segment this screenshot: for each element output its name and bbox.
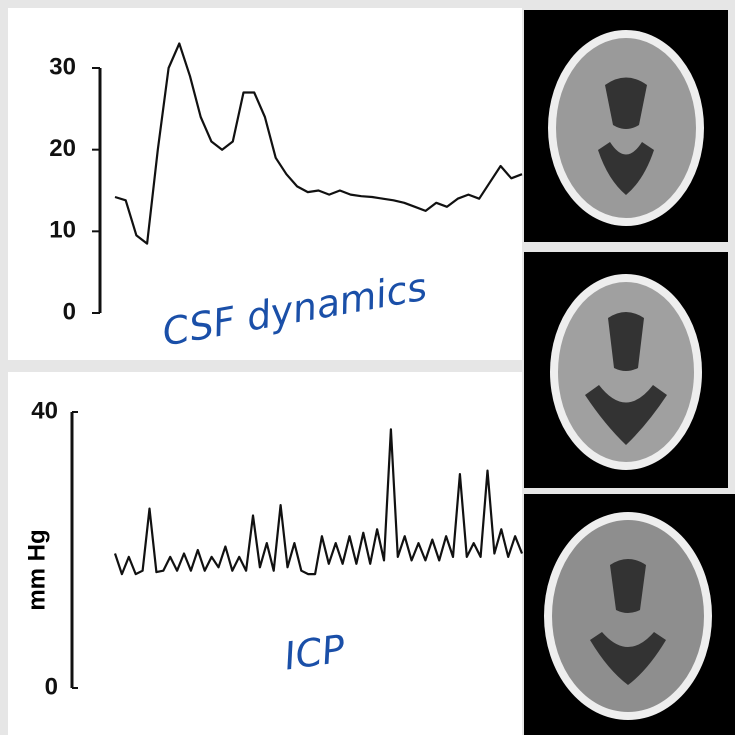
top-panel (8, 8, 522, 360)
y-tick-label: 0 (45, 673, 58, 700)
data-line (114, 42, 523, 245)
annotation: ICP (282, 627, 348, 679)
y-tick-label: 40 (31, 397, 58, 424)
y-tick-label: 20 (49, 135, 76, 162)
y-tick-label: 10 (49, 217, 76, 244)
y-axis-label: mm Hg (23, 529, 50, 610)
y-tick-label: 0 (63, 298, 76, 325)
y-tick-label: 30 (49, 53, 76, 80)
ct-scans (524, 10, 735, 735)
bottom-panel (8, 372, 522, 735)
data-line (113, 428, 524, 576)
ventricles (585, 312, 667, 445)
brain (558, 282, 694, 462)
ventricles (598, 77, 654, 195)
ventricles (590, 559, 666, 685)
brain (552, 520, 704, 712)
